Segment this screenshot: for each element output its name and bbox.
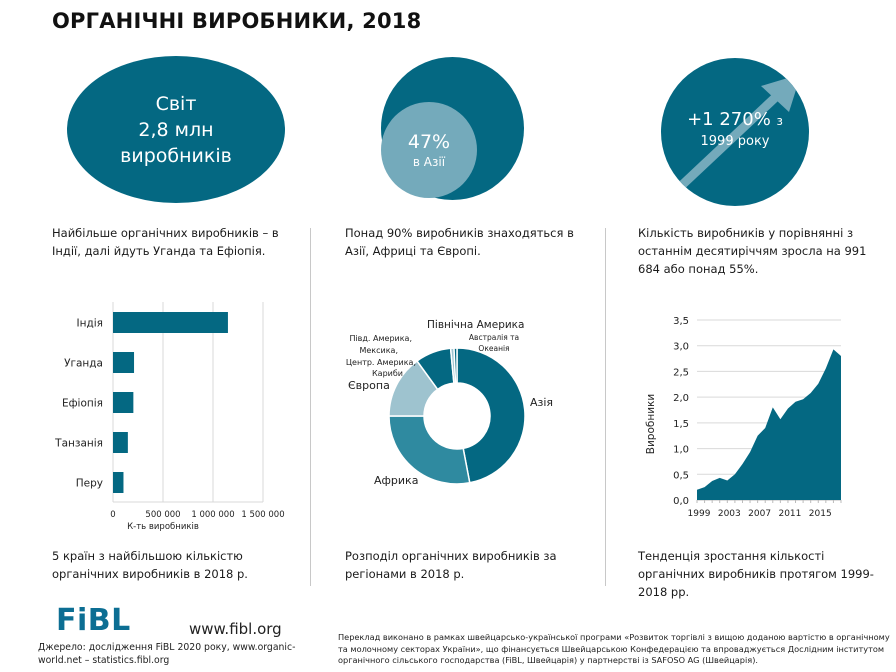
area-y-tick-label: 3,0 [673, 342, 689, 353]
growth-stat [661, 58, 809, 206]
area-y-tick-label: 3,5 [673, 316, 689, 327]
asia-share-inner-circle: 47% в Азії [381, 102, 477, 198]
donut-label-asia: Азія [530, 396, 553, 409]
caption-regions: Розподіл органічних виробників за регіон… [345, 549, 557, 581]
donut-slice-0 [456, 347, 526, 484]
area-x-tick-label: 2011 [778, 509, 801, 519]
bar-category-label: Індія [77, 318, 103, 330]
world-stat-line2: 2,8 млн [138, 118, 214, 141]
world-stat-line3: виробників [120, 144, 232, 167]
bar-category-label: Уганда [64, 358, 103, 370]
area-y-tick-label: 0,0 [673, 496, 689, 507]
donut-slice-5 [453, 347, 458, 384]
bar-x-tick-label: 1 000 000 [191, 510, 234, 520]
column-divider [310, 228, 311, 586]
regions-donut-chart: Північна Америка Австралія та Океанія Пі… [346, 319, 553, 487]
top-countries-bar-chart: Індія Уганда Ефіопія Танзанія Перу 0 500 000 1… [54, 302, 285, 532]
donut-label-oceania-2: Океанія [478, 344, 509, 353]
area-x-tick-label: 1999 [688, 509, 711, 519]
area-y-axis-label: Виробники [645, 394, 657, 454]
growth-stat-text: +1 270% з 1999 року [661, 108, 809, 151]
bar-category-label: Танзанія [54, 438, 103, 450]
donut-label-north-america: Північна Америка [427, 319, 524, 331]
translation-note: Переклад виконано в рамках швейцарсько-у… [338, 632, 890, 665]
description-top-countries: Найбільше органічних виробників – в Інді… [52, 226, 279, 258]
caption-top-countries: 5 країн з найбільшою кількістю органічни… [52, 549, 248, 581]
caption-growth: Тенденція зростання кількості органічних… [638, 549, 874, 599]
bar-x-tick-label: 1 500 000 [241, 510, 284, 520]
arrow-up-right-icon [677, 74, 801, 190]
asia-share-label: в Азії [412, 155, 446, 169]
bar-category-label: Ефіопія [62, 398, 103, 410]
world-stat-line1: Світ [155, 92, 197, 115]
donut-label-africa: Африка [374, 474, 418, 487]
area-y-tick-label: 0,5 [673, 470, 689, 481]
bar-4 [113, 472, 124, 493]
bar-0 [113, 312, 228, 333]
growth-area-chart: 0,0 0,5 1,0 1,5 2,0 2,5 3,0 3,5 1999 2003 2007 201… [645, 316, 842, 519]
bar-3 [113, 432, 128, 453]
column-divider [605, 228, 606, 586]
description-regions: Понад 90% виробників знаходяться в Азії,… [345, 226, 574, 258]
area-y-tick-label: 1,5 [673, 419, 689, 430]
area-x-tick-label: 2007 [748, 509, 771, 519]
donut-label-latam-2: Мексика, [359, 346, 398, 355]
donut-label-latam-3: Центр. Америка, [346, 358, 416, 367]
area-y-tick-label: 2,0 [673, 393, 689, 404]
donut-slice-1 [388, 415, 471, 485]
source-note: Джерело: дослідження FiBL 2020 року, www… [38, 642, 296, 666]
area-x-tick-label: 2003 [718, 509, 741, 519]
growth-value: +1 270% [687, 109, 771, 130]
bar-x-tick-label: 0 [110, 510, 115, 520]
page-title: ОРГАНІЧНІ ВИРОБНИКИ, 2018 [52, 9, 422, 33]
world-producers-stat: Світ 2,8 млн виробників [67, 56, 285, 203]
bar-category-label: Перу [76, 478, 103, 490]
donut-label-oceania-1: Австралія та [469, 333, 519, 342]
bar-2 [113, 392, 134, 413]
bar-x-tick-label: 500 000 [145, 510, 180, 520]
donut-label-latam-4: Кариби [372, 369, 403, 378]
area-x-tick-label: 2015 [809, 509, 832, 519]
asia-share-value: 47% [407, 131, 451, 153]
area-y-tick-label: 1,0 [673, 445, 689, 456]
fibl-website-link[interactable]: www.fibl.org [189, 620, 282, 638]
area-y-tick-label: 2,5 [673, 367, 689, 378]
growth-suffix: з [776, 114, 783, 128]
fibl-logo: FiBL [56, 603, 131, 638]
area-series-producers [697, 349, 841, 500]
bar-x-axis-label: К-ть виробників [127, 522, 199, 532]
donut-label-latam-1: Півд. Америка, [349, 334, 412, 343]
growth-since: 1999 року [700, 134, 770, 149]
bar-1 [113, 352, 135, 373]
donut-label-europe: Європа [348, 379, 390, 392]
description-growth: Кількість виробників у порівнянні з оста… [638, 226, 867, 276]
